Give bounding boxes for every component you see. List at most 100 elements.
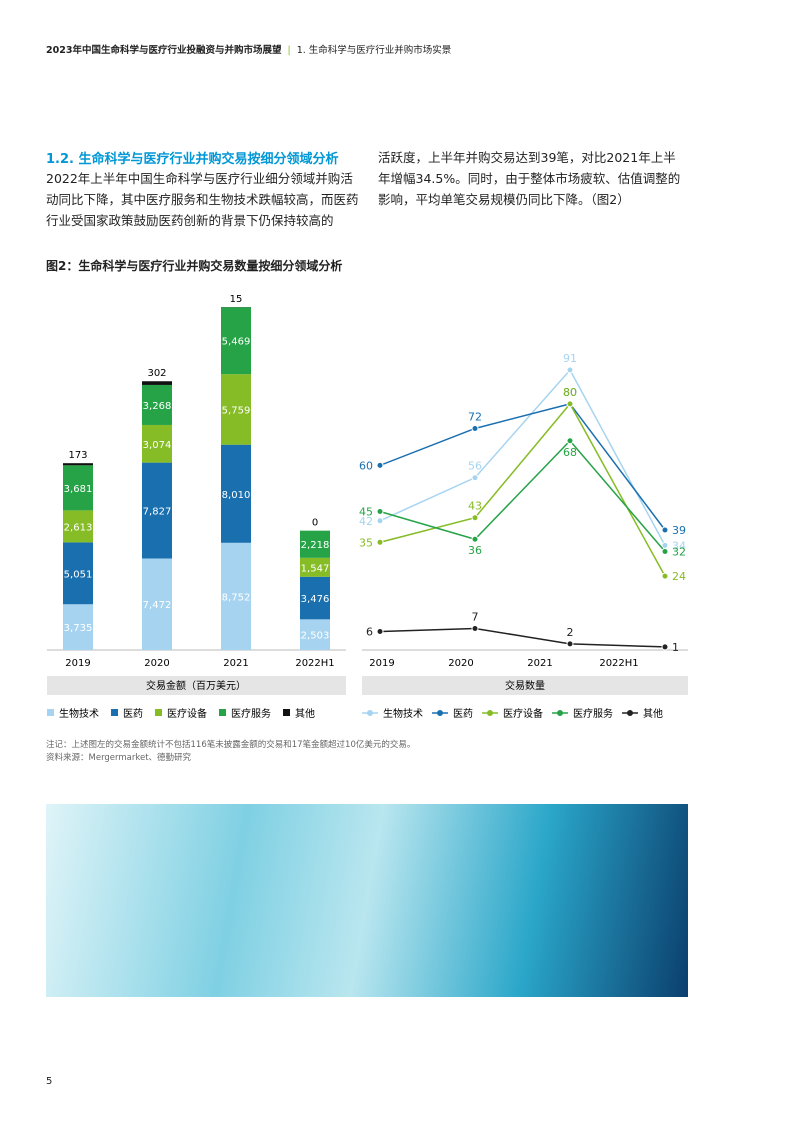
value-label: 3,476 — [301, 594, 330, 605]
line — [379, 439, 666, 553]
legend-dot — [557, 710, 563, 716]
value-label: 32 — [672, 546, 686, 559]
bar-segment — [63, 542, 93, 605]
source: 资料来源：Mergermarket、德勤研究 — [46, 753, 192, 763]
bar-segment — [63, 510, 93, 543]
value-label: 7 — [472, 610, 479, 623]
bar-segment — [221, 307, 251, 375]
legend-label: 医药 — [453, 708, 473, 720]
value-label: 2 — [567, 626, 574, 639]
paragraph: 活跃度，上半年并购交易达到39笔，对比2021年上半年增幅34.5%。同时，由于… — [378, 150, 681, 207]
value-label: 15 — [230, 294, 243, 305]
bar-segment — [63, 465, 93, 511]
bar-segment — [221, 542, 251, 650]
value-label: 2,218 — [301, 540, 330, 551]
running-header: 2023年中国生命科学与医疗行业投融资与并购市场展望 | 1. 生命科学与医疗行… — [46, 45, 452, 56]
point — [376, 461, 384, 469]
section-heading: 1.2. 生命科学与医疗行业并购交易按细分领域分析 — [46, 152, 339, 167]
point — [566, 640, 574, 648]
bar-segment — [142, 558, 172, 650]
value-label: 2,503 — [301, 631, 330, 642]
point — [566, 400, 574, 408]
bar-segment — [300, 530, 330, 558]
figure-title: 图2：生命科学与医疗行业并购交易数量按细分领域分析 — [46, 259, 343, 273]
x-tick-label: 2020 — [448, 658, 473, 669]
legend-swatch — [47, 709, 54, 716]
legend-label: 医疗设备 — [167, 707, 207, 720]
value-label: 60 — [359, 459, 373, 472]
x-tick-label: 2019 — [65, 658, 90, 669]
point — [661, 541, 669, 549]
x-tick-label: 2022H1 — [295, 658, 334, 669]
legend-swatch — [283, 709, 290, 716]
point — [566, 437, 574, 445]
bar-segment — [142, 384, 172, 425]
bar-segment — [300, 557, 330, 577]
value-label: 173 — [68, 450, 87, 461]
value-label: 0 — [312, 518, 318, 529]
bar-segment — [142, 424, 172, 463]
bar-segment — [142, 381, 172, 385]
value-label: 43 — [468, 500, 482, 513]
bar-segment — [221, 374, 251, 445]
value-label: 2,613 — [64, 522, 93, 533]
line — [379, 402, 666, 577]
x-tick-label: 2021 — [223, 658, 248, 669]
value-label: 3,074 — [143, 440, 172, 451]
legend-dot — [627, 710, 633, 716]
x-axis-label: 交易金额（百万美元） — [146, 679, 246, 692]
value-label: 80 — [563, 386, 577, 399]
value-label: 3,681 — [64, 484, 93, 495]
value-label: 6 — [366, 626, 373, 639]
value-label: 302 — [147, 368, 166, 379]
legend-swatch — [111, 709, 118, 716]
value-label: 5,469 — [222, 337, 251, 348]
value-label: 1,547 — [301, 563, 330, 574]
point — [661, 643, 669, 651]
bar-segment — [300, 576, 330, 620]
value-label: 80 — [563, 386, 577, 399]
notes: 注记：上述图左的交易金额统计不包括116笔未披露金额的交易和17笔金额超过10亿… — [46, 739, 415, 765]
value-label: 8,010 — [222, 490, 251, 501]
x-tick-label: 2021 — [527, 658, 552, 669]
value-label: 24 — [672, 570, 686, 583]
bar-segment — [63, 463, 93, 466]
legend-label: 生物技术 — [383, 707, 423, 720]
value-label: 1 — [672, 641, 679, 654]
charts: 交易金额（百万美元） 交易数量 2019 3,735 5,051 2,613 3,681… — [47, 294, 688, 720]
bar-segment — [142, 462, 172, 559]
point — [376, 628, 384, 636]
value-label: 91 — [563, 352, 577, 365]
note: 注记：上述图左的交易金额统计不包括116笔未披露金额的交易和17笔金额超过10亿… — [46, 740, 416, 750]
legend-dot — [367, 710, 373, 716]
point — [376, 538, 384, 546]
value-label: 7,472 — [143, 600, 172, 611]
x-tick-label: 2020 — [144, 658, 169, 669]
x-tick-label: 2022H1 — [599, 658, 638, 669]
point — [566, 366, 574, 374]
value-label: 5,051 — [64, 569, 93, 580]
legend-label: 其他 — [643, 707, 663, 720]
legend-swatch — [155, 709, 162, 716]
value-label: 36 — [468, 544, 482, 557]
bar-segment — [221, 444, 251, 543]
value-label: 42 — [359, 515, 373, 528]
point — [661, 548, 669, 556]
legend-label: 生物技术 — [59, 707, 99, 720]
x-axis-label: 交易数量 — [505, 679, 545, 692]
legend-label: 医药 — [123, 708, 143, 720]
page-number: 5 — [46, 1076, 53, 1087]
value-label: 68 — [563, 446, 577, 459]
photo — [46, 804, 688, 997]
bar-segment — [300, 619, 330, 650]
value-label: 3,735 — [64, 623, 93, 634]
value-label: 56 — [468, 460, 482, 473]
value-label: 39 — [672, 524, 686, 537]
point — [471, 514, 479, 522]
line — [379, 368, 666, 546]
line — [379, 402, 666, 531]
point — [661, 526, 669, 534]
point — [376, 517, 384, 525]
line — [379, 627, 666, 648]
legend-dot — [487, 710, 493, 716]
